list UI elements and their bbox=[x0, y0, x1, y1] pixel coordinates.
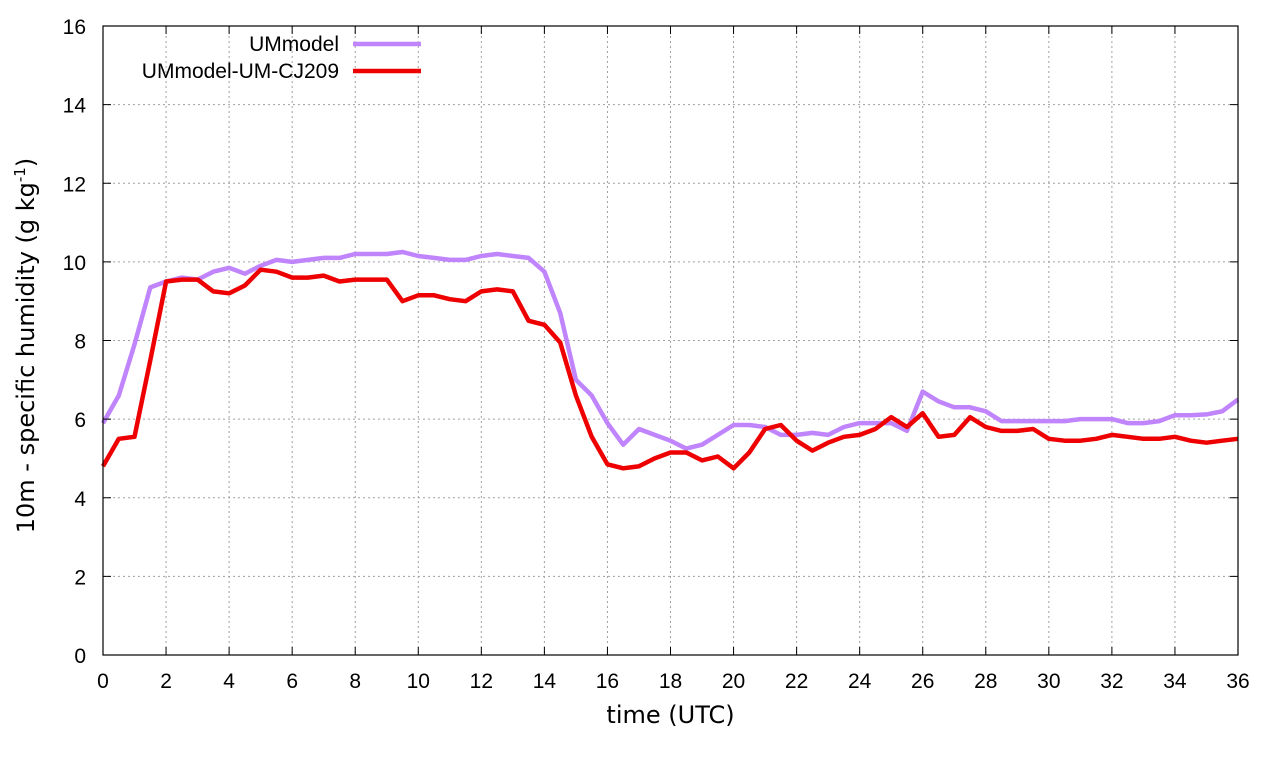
y-tick-label: 10 bbox=[63, 252, 86, 275]
x-tick-label: 22 bbox=[785, 670, 808, 693]
x-axis-title: time (UTC) bbox=[606, 701, 734, 729]
x-tick-label: 30 bbox=[1037, 670, 1060, 693]
x-tick-label: 0 bbox=[97, 670, 109, 693]
x-tick-label: 12 bbox=[470, 670, 493, 693]
x-tick-label: 4 bbox=[223, 670, 235, 693]
x-tick-label: 18 bbox=[659, 670, 682, 693]
x-tick-label: 32 bbox=[1100, 670, 1123, 693]
grid bbox=[103, 26, 1238, 655]
y-tick-label: 0 bbox=[74, 645, 86, 668]
x-tick-label: 20 bbox=[722, 670, 745, 693]
x-tick-label: 34 bbox=[1163, 670, 1187, 693]
x-tick-label: 36 bbox=[1226, 670, 1249, 693]
x-tick-label: 10 bbox=[407, 670, 430, 693]
legend-label-1: UMmodel bbox=[249, 33, 339, 56]
y-tick-label: 16 bbox=[63, 16, 86, 39]
legend: UMmodel UMmodel-UM-CJ209 bbox=[142, 33, 421, 83]
series-layer bbox=[101, 249, 1240, 471]
x-tick-label: 2 bbox=[160, 670, 172, 693]
y-axis-title-close: ) bbox=[12, 158, 40, 167]
x-tick-label: 14 bbox=[533, 670, 557, 693]
ticks: 0 2 4 6 8 10 12 14 16 18 20 22 24 26 28 30 32 34 360246810… bbox=[63, 16, 1250, 693]
y-tick-label: 4 bbox=[74, 488, 86, 511]
legend-label-2: UMmodel-UM-CJ209 bbox=[142, 60, 339, 83]
y-tick-label: 14 bbox=[63, 95, 87, 118]
y-axis-title-superscript: -1 bbox=[11, 167, 29, 182]
x-tick-label: 26 bbox=[911, 670, 934, 693]
y-axis-title-main: 10m - specific humidity (g kg bbox=[12, 182, 40, 533]
y-axis-title: 10m - specific humidity (g kg-1) bbox=[11, 158, 40, 533]
x-tick-label: 6 bbox=[286, 670, 298, 693]
x-tick-label: 28 bbox=[974, 670, 997, 693]
x-tick-label: 24 bbox=[848, 670, 872, 693]
y-tick-label: 6 bbox=[74, 409, 86, 432]
y-tick-label: 12 bbox=[63, 173, 86, 196]
x-tick-label: 8 bbox=[349, 670, 361, 693]
series-line-1 bbox=[101, 249, 1240, 451]
x-tick-label: 16 bbox=[596, 670, 619, 693]
y-tick-label: 2 bbox=[74, 566, 86, 589]
series-line-2 bbox=[101, 267, 1239, 471]
y-tick-label: 8 bbox=[74, 331, 86, 354]
